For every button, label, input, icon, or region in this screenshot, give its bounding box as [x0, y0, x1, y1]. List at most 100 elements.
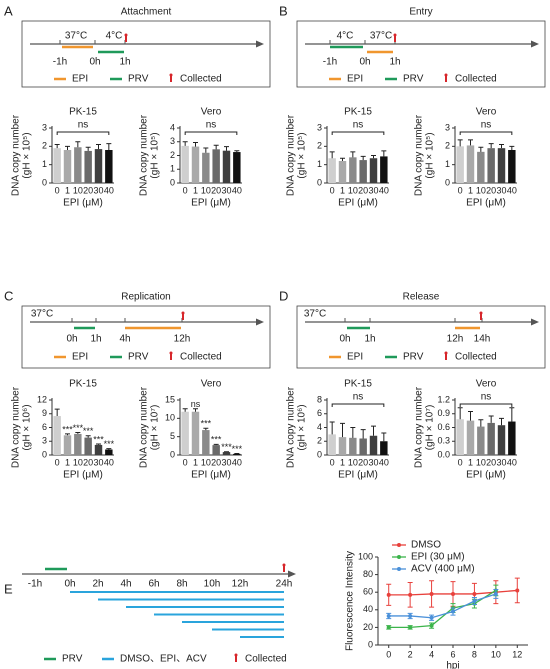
timeline-label: 12h [232, 579, 249, 590]
chart-title: PK-15 [344, 107, 372, 118]
y-axis-label: DNA copy number [11, 386, 22, 468]
error-bar [54, 144, 60, 149]
data-point [408, 592, 413, 597]
x-tick-label: 40 [379, 457, 389, 467]
y-tick-label: 4 [170, 122, 175, 132]
timeline-box [21, 305, 271, 369]
bar [456, 146, 464, 183]
y-tick-label: 0.6 [437, 422, 450, 432]
x-axis-label: EPI (μM) [63, 470, 103, 481]
y-tick-label: 2 [42, 141, 47, 151]
x-tick-label: 20 [211, 185, 221, 195]
x-tick-label: 20 [211, 457, 221, 467]
x-axis-label: hpi [446, 661, 459, 669]
bar [84, 150, 92, 183]
bar [181, 145, 189, 183]
error-bar [457, 407, 463, 420]
timeline-arrowhead [288, 570, 296, 578]
y-tick-label: 60 [363, 587, 373, 597]
bar [508, 150, 516, 183]
bar [94, 444, 103, 455]
x-tick-label: 0 [386, 649, 391, 659]
bar [233, 152, 241, 183]
x-tick-label: 10 [476, 457, 486, 467]
x-axis-label: EPI (μM) [63, 198, 103, 209]
x-tick-label: 10 [476, 185, 486, 195]
data-point [451, 609, 455, 614]
panel-title: Release [403, 292, 440, 303]
y-tick-label: 0.3 [437, 436, 450, 446]
y-tick-label: 0 [317, 177, 322, 187]
error-bar [193, 408, 198, 412]
x-tick-label: 1 [468, 185, 473, 195]
bar [202, 152, 210, 183]
y-axis-label: (gH × 10⁷) [150, 405, 161, 451]
panel-letter: B [279, 3, 288, 18]
y-tick-label: 0.9 [437, 408, 450, 418]
y-tick-label: 0 [445, 177, 450, 187]
error-bar [329, 151, 335, 159]
error-bar [96, 443, 101, 445]
x-tick-label: 30 [496, 457, 506, 467]
y-tick-label: 2 [445, 141, 450, 151]
legend-label: Collected [455, 352, 497, 363]
bar [328, 434, 336, 455]
error-bar [75, 141, 81, 148]
timeline-label: 14h [474, 334, 491, 345]
significance-label: *** [201, 419, 212, 429]
x-tick-label: 0 [183, 185, 188, 195]
x-tick-label: 20 [486, 185, 496, 195]
bar [369, 435, 378, 455]
bar [222, 452, 231, 455]
significance-annotation: ns [353, 120, 364, 131]
y-tick-label: 40 [363, 604, 373, 614]
y-tick-label: 3 [170, 136, 175, 146]
bar [369, 158, 378, 183]
timeline-label: 37°C [370, 31, 392, 42]
y-tick-label: 4 [317, 422, 322, 432]
error-bar [360, 155, 366, 161]
timeline-label: 10h [204, 579, 221, 590]
timeline-label: 1h [364, 334, 375, 345]
significance-label: *** [83, 426, 94, 436]
bar [53, 148, 61, 183]
timeline-label: 0h [359, 57, 370, 68]
error-bar [65, 433, 70, 436]
collected-marker-dot [444, 351, 448, 355]
x-tick-label: 10 [348, 457, 358, 467]
panel-title: Replication [121, 292, 170, 303]
significance-label: *** [73, 423, 84, 433]
error-bar [499, 144, 504, 149]
x-tick-label: 40 [507, 185, 517, 195]
y-tick-label: 0 [170, 177, 175, 187]
x-axis-label: EPI (μM) [338, 198, 378, 209]
x-tick-label: 30 [93, 185, 103, 195]
bar [456, 419, 464, 455]
y-axis-label: DNA copy number [139, 386, 150, 468]
chart-title: Vero [201, 379, 222, 390]
error-bar [468, 410, 473, 421]
y-axis-label: Fluorescence Intensity [345, 551, 356, 651]
timeline-label: 4°C [106, 31, 123, 42]
x-tick-label: 30 [368, 185, 378, 195]
error-bar [224, 146, 229, 151]
bar [222, 150, 231, 183]
bar [105, 449, 113, 455]
y-axis-label: DNA copy number [414, 386, 425, 468]
collected-marker-dot [169, 351, 173, 355]
y-axis-label: (gH × 10⁶) [297, 404, 308, 450]
timeline-label: 37°C [31, 309, 53, 320]
bar [202, 430, 210, 455]
bar [53, 416, 61, 455]
bar [233, 453, 241, 455]
data-point [386, 613, 391, 618]
y-tick-label: 1.2 [437, 394, 450, 404]
y-axis-label: (gH × 10⁵) [150, 132, 161, 178]
timeline-label: -1h [53, 57, 67, 68]
panel-title: Entry [409, 7, 432, 18]
error-bar [478, 146, 484, 152]
x-tick-label: 40 [232, 185, 242, 195]
y-tick-label: 80 [363, 569, 373, 579]
error-bar [203, 427, 209, 431]
significance-label: *** [104, 439, 115, 449]
